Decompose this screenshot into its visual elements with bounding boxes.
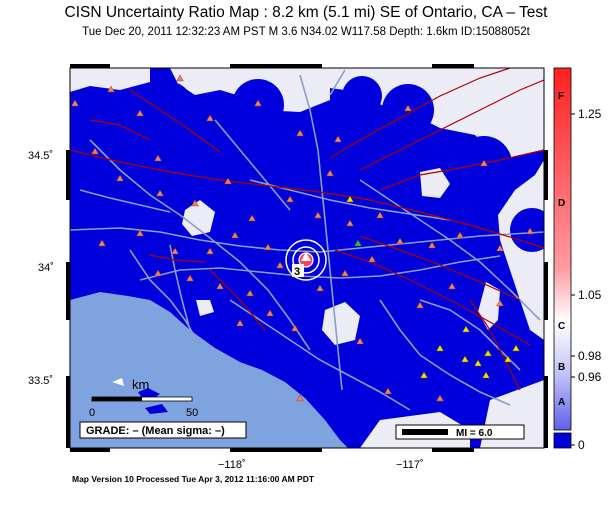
epicenter-label: 3 xyxy=(294,266,300,278)
magnitude-legend-bar xyxy=(402,429,448,435)
colorbar-value: 0.98 xyxy=(578,349,602,363)
grade-text: GRADE: – (Mean sigma: –) xyxy=(86,425,225,437)
magnitude-legend-box xyxy=(395,424,525,440)
grade-label: D xyxy=(558,198,565,209)
island xyxy=(145,404,168,414)
grade-label: F xyxy=(558,91,564,102)
grade-label: A xyxy=(558,397,565,408)
lon-tick-label: −117˚ xyxy=(396,459,424,471)
colorbar-value: 0 xyxy=(578,438,585,452)
colorbar-value: 1.25 xyxy=(578,107,602,121)
colorbar: F D C B A 1.25 1.05 0.98 0.96 0 xyxy=(553,67,602,452)
grade-label: B xyxy=(558,362,565,373)
lon-tick-label: −118˚ xyxy=(218,459,246,471)
seismic-stations xyxy=(71,74,534,402)
colorbar-value: 1.05 xyxy=(578,288,602,302)
grade-label: C xyxy=(558,321,565,332)
scalebar-unit: km xyxy=(132,377,149,392)
epicenter-marker[interactable] xyxy=(285,239,327,281)
road-network xyxy=(70,69,544,411)
seismic-stations-alt xyxy=(346,195,520,379)
lat-tick-label: 33.5˚ xyxy=(28,375,53,387)
fault-lines xyxy=(70,68,544,391)
scalebar-end: 50 xyxy=(186,407,198,419)
colorbar-value: 0.96 xyxy=(578,370,602,384)
scalebar-start: 0 xyxy=(89,407,95,419)
magnitude-legend-text: MI = 6.0 xyxy=(456,428,493,439)
event-subtitle: Tue Dec 20, 2011 12:32:23 AM PST M 3.6 N… xyxy=(82,26,530,38)
station-circles xyxy=(148,76,544,252)
lat-tick-label: 34.5˚ xyxy=(28,150,53,162)
map-version-footer: Map Version 10 Processed Tue Apr 3, 2012… xyxy=(72,474,315,484)
grade-box xyxy=(79,421,247,439)
ocean xyxy=(70,292,348,448)
map-area[interactable]: 3 km 0 50 GRADE: – (Mean sigma: –) MI = … xyxy=(70,68,554,448)
map-border-ticks xyxy=(66,64,548,452)
lat-tick-label: 34˚ xyxy=(38,262,54,274)
scalebar: km 0 50 xyxy=(89,377,198,419)
map-title: CISN Uncertainty Ratio Map : 8.2 km (5.1… xyxy=(64,4,548,21)
green-station xyxy=(354,240,362,246)
